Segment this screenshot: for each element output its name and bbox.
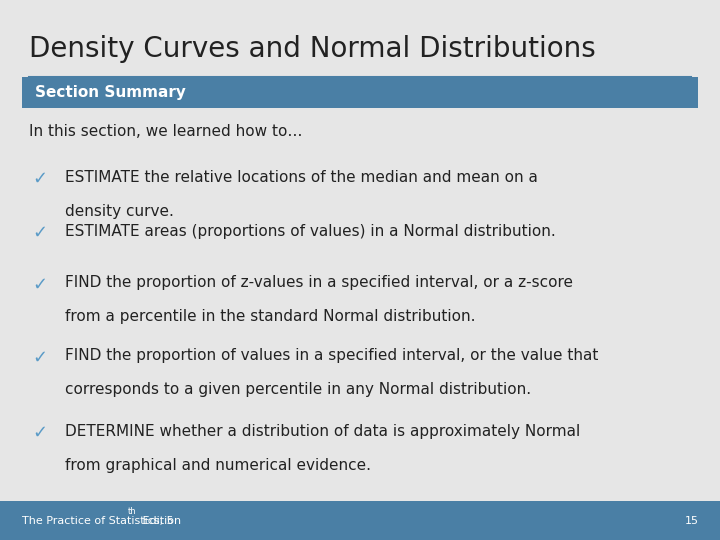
Text: Edition: Edition xyxy=(139,516,181,525)
Text: density curve.: density curve. xyxy=(65,204,174,219)
FancyBboxPatch shape xyxy=(22,77,698,108)
Text: Section Summary: Section Summary xyxy=(35,85,186,100)
Text: th: th xyxy=(128,508,137,516)
Text: from graphical and numerical evidence.: from graphical and numerical evidence. xyxy=(65,458,371,473)
Text: FIND the proportion of values in a specified interval, or the value that: FIND the proportion of values in a speci… xyxy=(65,348,598,363)
Text: In this section, we learned how to…: In this section, we learned how to… xyxy=(29,124,302,139)
Text: ✓: ✓ xyxy=(32,424,48,442)
Text: ESTIMATE the relative locations of the median and mean on a: ESTIMATE the relative locations of the m… xyxy=(65,170,538,185)
Text: ✓: ✓ xyxy=(32,275,48,293)
Text: The Practice of Statistics, 5: The Practice of Statistics, 5 xyxy=(22,516,174,525)
Text: ✓: ✓ xyxy=(32,348,48,366)
Text: DETERMINE whether a distribution of data is approximately Normal: DETERMINE whether a distribution of data… xyxy=(65,424,580,439)
FancyBboxPatch shape xyxy=(0,501,720,540)
Text: 15: 15 xyxy=(685,516,698,525)
Text: ✓: ✓ xyxy=(32,224,48,242)
Text: ESTIMATE areas (proportions of values) in a Normal distribution.: ESTIMATE areas (proportions of values) i… xyxy=(65,224,556,239)
Text: ✓: ✓ xyxy=(32,170,48,188)
Text: Density Curves and Normal Distributions: Density Curves and Normal Distributions xyxy=(29,35,595,63)
Text: FIND the proportion of z-values in a specified interval, or a z-score: FIND the proportion of z-values in a spe… xyxy=(65,275,573,291)
Text: from a percentile in the standard Normal distribution.: from a percentile in the standard Normal… xyxy=(65,309,475,325)
Text: corresponds to a given percentile in any Normal distribution.: corresponds to a given percentile in any… xyxy=(65,382,531,397)
